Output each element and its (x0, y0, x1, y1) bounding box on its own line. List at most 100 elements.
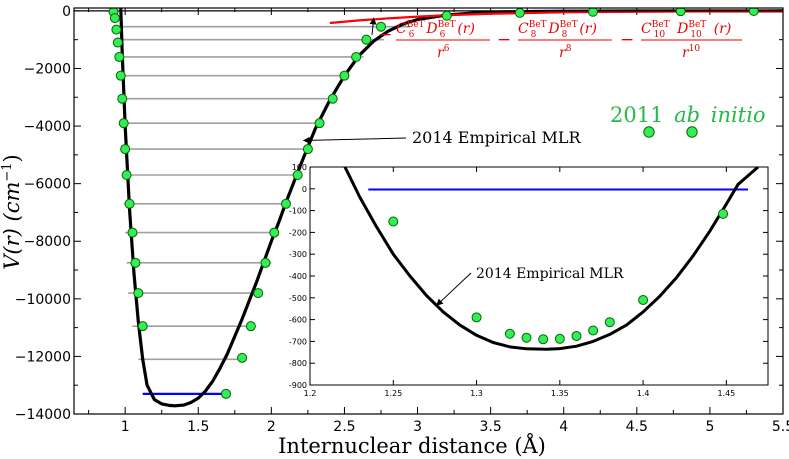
y-tick-label: −2000 (24, 61, 71, 77)
y-tick-label: −8000 (24, 234, 71, 250)
inset-x-tick-label: 1.2 (304, 389, 317, 398)
inset-y-tick-label: -900 (289, 381, 307, 390)
inset-abinitio-point (538, 334, 549, 345)
x-tick-label: 1.5 (187, 419, 209, 435)
x-axis-title: Internuclear distance (Å) (278, 433, 546, 458)
abinitio-point (117, 93, 128, 104)
inset-y-tick-label: 0 (302, 185, 307, 194)
inset-y-tick-label: -100 (289, 207, 307, 216)
y-axis-title-main: V(r) (cm (0, 182, 24, 270)
inset-y-tick-labels: 100 0 -100 -200 -300 -400 -500 -600 -700 -800 -900 (289, 163, 307, 390)
inset-abinitio-point (718, 208, 729, 219)
abinitio-point (109, 13, 120, 24)
formula-term-c6: CBeT 6 DBeT 6 (r) r6 (396, 20, 490, 61)
y-tick-label: −10000 (15, 292, 71, 308)
y-tick-label: −6000 (24, 177, 71, 193)
abinitio-point (748, 8, 759, 17)
inset-y-tick-label: -700 (289, 337, 307, 346)
inset-x-tick-label: 1.35 (551, 389, 569, 398)
abinitio-point (339, 70, 350, 81)
formula-minus-1: − (497, 30, 511, 50)
abinitio-point (260, 257, 271, 268)
mlr-arrow (302, 136, 407, 144)
inset-curves (343, 167, 759, 351)
inset-abinitio-point (521, 332, 532, 343)
formula-leading-minus: − (378, 25, 392, 45)
inset-x-tick-label: 1.3 (470, 389, 483, 398)
abinitio-point (327, 93, 338, 104)
abinitio-point (237, 352, 248, 363)
inset-y-tick-label: -200 (289, 228, 307, 237)
abinitio-point (675, 8, 686, 17)
formula-term-c10-denominator: r10 (682, 44, 700, 61)
abinitio-legend-marker (643, 126, 655, 138)
abinitio-point (133, 288, 144, 299)
formula-term-c8: CBeT 8 DBeT 8 (r) r8 (518, 20, 612, 61)
inset-abinitio-point (604, 317, 615, 328)
abinitio-point (120, 144, 131, 155)
x-tick-label: 3 (413, 419, 422, 435)
inset-abinitio-point (554, 333, 565, 344)
y-tick-label: 0 (62, 4, 71, 20)
inset-x-tick-labels: 1.2 1.25 1.3 1.35 1.4 1.45 (304, 389, 736, 398)
vibrational-levels (114, 25, 411, 395)
inset-abinitio-point (638, 294, 649, 305)
formula-arrow (369, 17, 377, 36)
abinitio-point (124, 198, 135, 209)
inset-abinitio-point (571, 330, 582, 341)
x-tick-label: 2 (267, 419, 276, 435)
inset-x-tick-label: 1.45 (717, 389, 735, 398)
x-tick-label: 4.5 (626, 419, 648, 435)
y-tick-labels: 0 −2000 −4000 −6000 −8000 −10000 −12000 −14000 (15, 4, 71, 423)
abinitio-point (118, 118, 129, 129)
abinitio-point (245, 321, 256, 332)
x-tick-labels: 1 1.5 2 2.5 3 3.5 4 4.5 5 5.5 (121, 419, 789, 435)
abinitio-point (375, 21, 386, 32)
x-tick-label: 5.5 (772, 419, 789, 435)
abinitio-point (269, 227, 280, 238)
abinitio-point (302, 144, 313, 155)
abinitio-point (111, 24, 122, 35)
abinitio-point (587, 8, 598, 17)
inset-mlr-label: 2014 Empirical MLR (476, 266, 624, 282)
abinitio-point (114, 51, 125, 62)
x-tick-label: 4 (559, 419, 568, 435)
mlr-label: 2014 Empirical MLR (412, 128, 581, 147)
y-tick-label: −12000 (15, 349, 71, 365)
inset-y-tick-label: -500 (289, 294, 307, 303)
inset-abinitio-point (388, 216, 399, 227)
abinitio-point (351, 51, 362, 62)
abinitio-point (280, 198, 291, 209)
inset-y-tick-label: -800 (289, 359, 307, 368)
formula-term-c10: CBeT 10 DBeT 10 (r) r10 (641, 20, 742, 61)
formula-term-c8-denominator: r8 (559, 44, 572, 61)
formula-term-c6-denominator: r6 (437, 44, 450, 61)
abinitio-point (112, 37, 123, 48)
inset-y-tick-label: 100 (292, 163, 307, 172)
y-tick-label: −14000 (15, 407, 71, 423)
formula-term-c10-numerator: CBeT 10 DBeT 10 (r) (641, 20, 731, 40)
x-tick-label: 3.5 (479, 419, 501, 435)
longrange-formula: − CBeT 6 DBeT 6 (r) r6 − CBeT 8 DBeT 8 (r) r8 − … (378, 20, 742, 61)
abinitio-points (108, 8, 759, 399)
abinitio-point (115, 70, 126, 81)
abinitio-point (137, 321, 148, 332)
inset-abinitio-point (588, 325, 599, 336)
abinitio-point (253, 288, 264, 299)
inset-points (388, 208, 729, 345)
abinitio-point (441, 10, 452, 21)
inset-x-tick-label: 1.25 (384, 389, 402, 398)
formula-minus-2: − (620, 30, 634, 50)
abinitio-point (314, 118, 325, 129)
abinitio-point (514, 8, 525, 18)
abinitio-point (292, 170, 303, 181)
abinitio-point (121, 170, 132, 181)
inset-abinitio-point (471, 312, 482, 323)
y-axis-title-sup: −1 (0, 162, 15, 181)
y-axis-title: V(r) (cm−1) (0, 154, 24, 270)
formula-term-c6-numerator: CBeT 6 DBeT 6 (r) (396, 20, 475, 40)
inset-y-tick-label: -600 (289, 316, 307, 325)
abinitio-point (361, 34, 372, 45)
abinitio-label: 2011 ab initio (610, 103, 766, 127)
